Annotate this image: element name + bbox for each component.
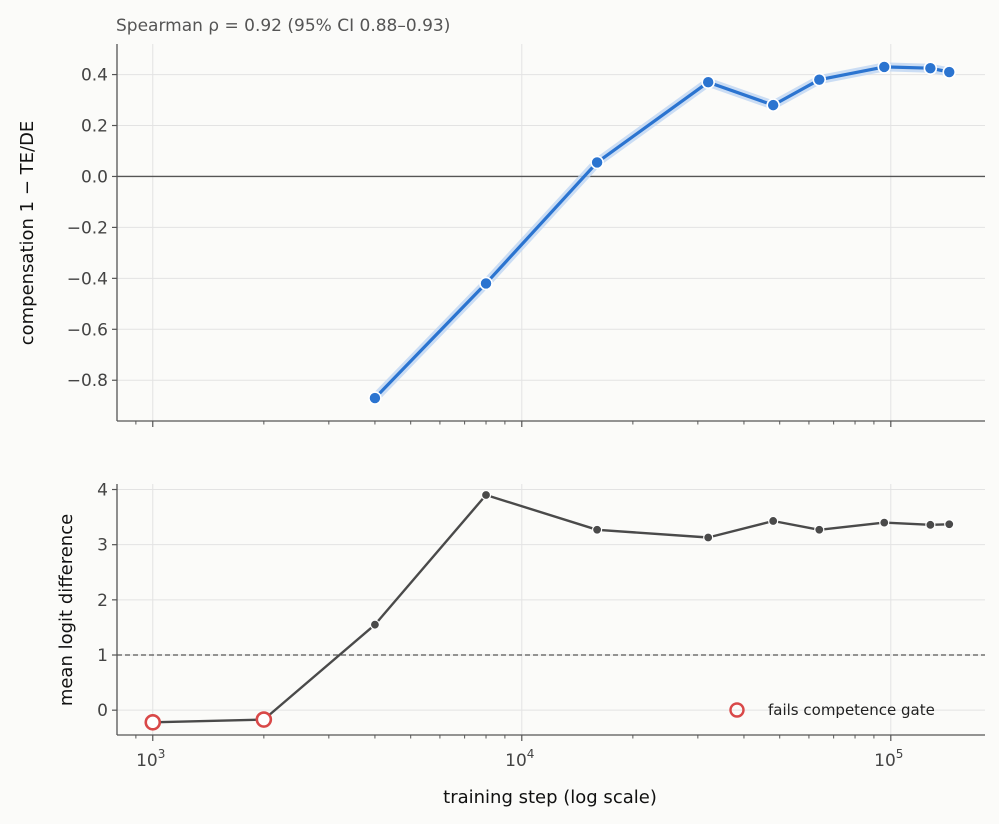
legend: fails competence gate xyxy=(729,701,935,719)
logit-point xyxy=(480,489,492,501)
y-tick-label: 0.0 xyxy=(81,167,108,187)
compensation-point xyxy=(923,61,938,75)
y-tick-label: 0 xyxy=(97,701,108,721)
logit-point xyxy=(944,519,955,530)
logit-point xyxy=(879,517,890,528)
compensation-point xyxy=(812,72,827,87)
y-tick-label: −0.8 xyxy=(67,371,108,391)
y-tick-label: 1 xyxy=(97,646,108,666)
logit-point xyxy=(592,524,603,535)
top-y-axis-label: compensation 1 − TE/DE xyxy=(17,121,38,346)
logit-point xyxy=(925,519,936,530)
y-tick-label: −0.4 xyxy=(67,269,108,289)
compensation-point xyxy=(368,391,382,405)
logit-series-line xyxy=(152,493,950,724)
y-tick-label: 2 xyxy=(97,591,108,611)
panel-subtitle: Spearman ρ = 0.92 (95% CI 0.88–0.93) xyxy=(116,16,450,36)
legend-label: fails competence gate xyxy=(768,701,935,719)
y-tick-label: 3 xyxy=(97,536,108,556)
x-tick-label: 104 xyxy=(505,747,534,771)
y-tick-label: 4 xyxy=(97,481,108,501)
logit-point-failed xyxy=(144,714,162,731)
compensation-point xyxy=(701,75,715,90)
x-tick-label: 105 xyxy=(874,747,903,771)
logit-point-failed xyxy=(255,711,273,728)
y-tick-label: 0.4 xyxy=(81,66,108,86)
compensation-point xyxy=(766,98,780,112)
y-tick-label: 0.2 xyxy=(81,117,108,137)
logit-point xyxy=(814,524,825,535)
logit-point xyxy=(369,619,381,630)
logit-point xyxy=(703,532,714,543)
compensation-point xyxy=(942,65,957,79)
x-tick-label: 103 xyxy=(136,747,165,771)
compensation-point xyxy=(590,155,604,170)
legend-fail-marker xyxy=(729,702,745,718)
compensation-point xyxy=(479,276,493,291)
y-tick-label: −0.6 xyxy=(67,320,108,340)
x-axis-label: training step (log scale) xyxy=(443,787,657,808)
compensation-series-line xyxy=(373,65,950,400)
y-tick-label: −0.2 xyxy=(67,218,108,238)
top-panel: Spearman ρ = 0.92 (95% CI 0.88–0.93) com… xyxy=(17,16,985,427)
compensation-point xyxy=(877,60,892,74)
bottom-panel: mean logit difference training step (log… xyxy=(56,481,985,808)
logit-point xyxy=(768,515,779,527)
bottom-y-axis-label: mean logit difference xyxy=(56,514,77,706)
